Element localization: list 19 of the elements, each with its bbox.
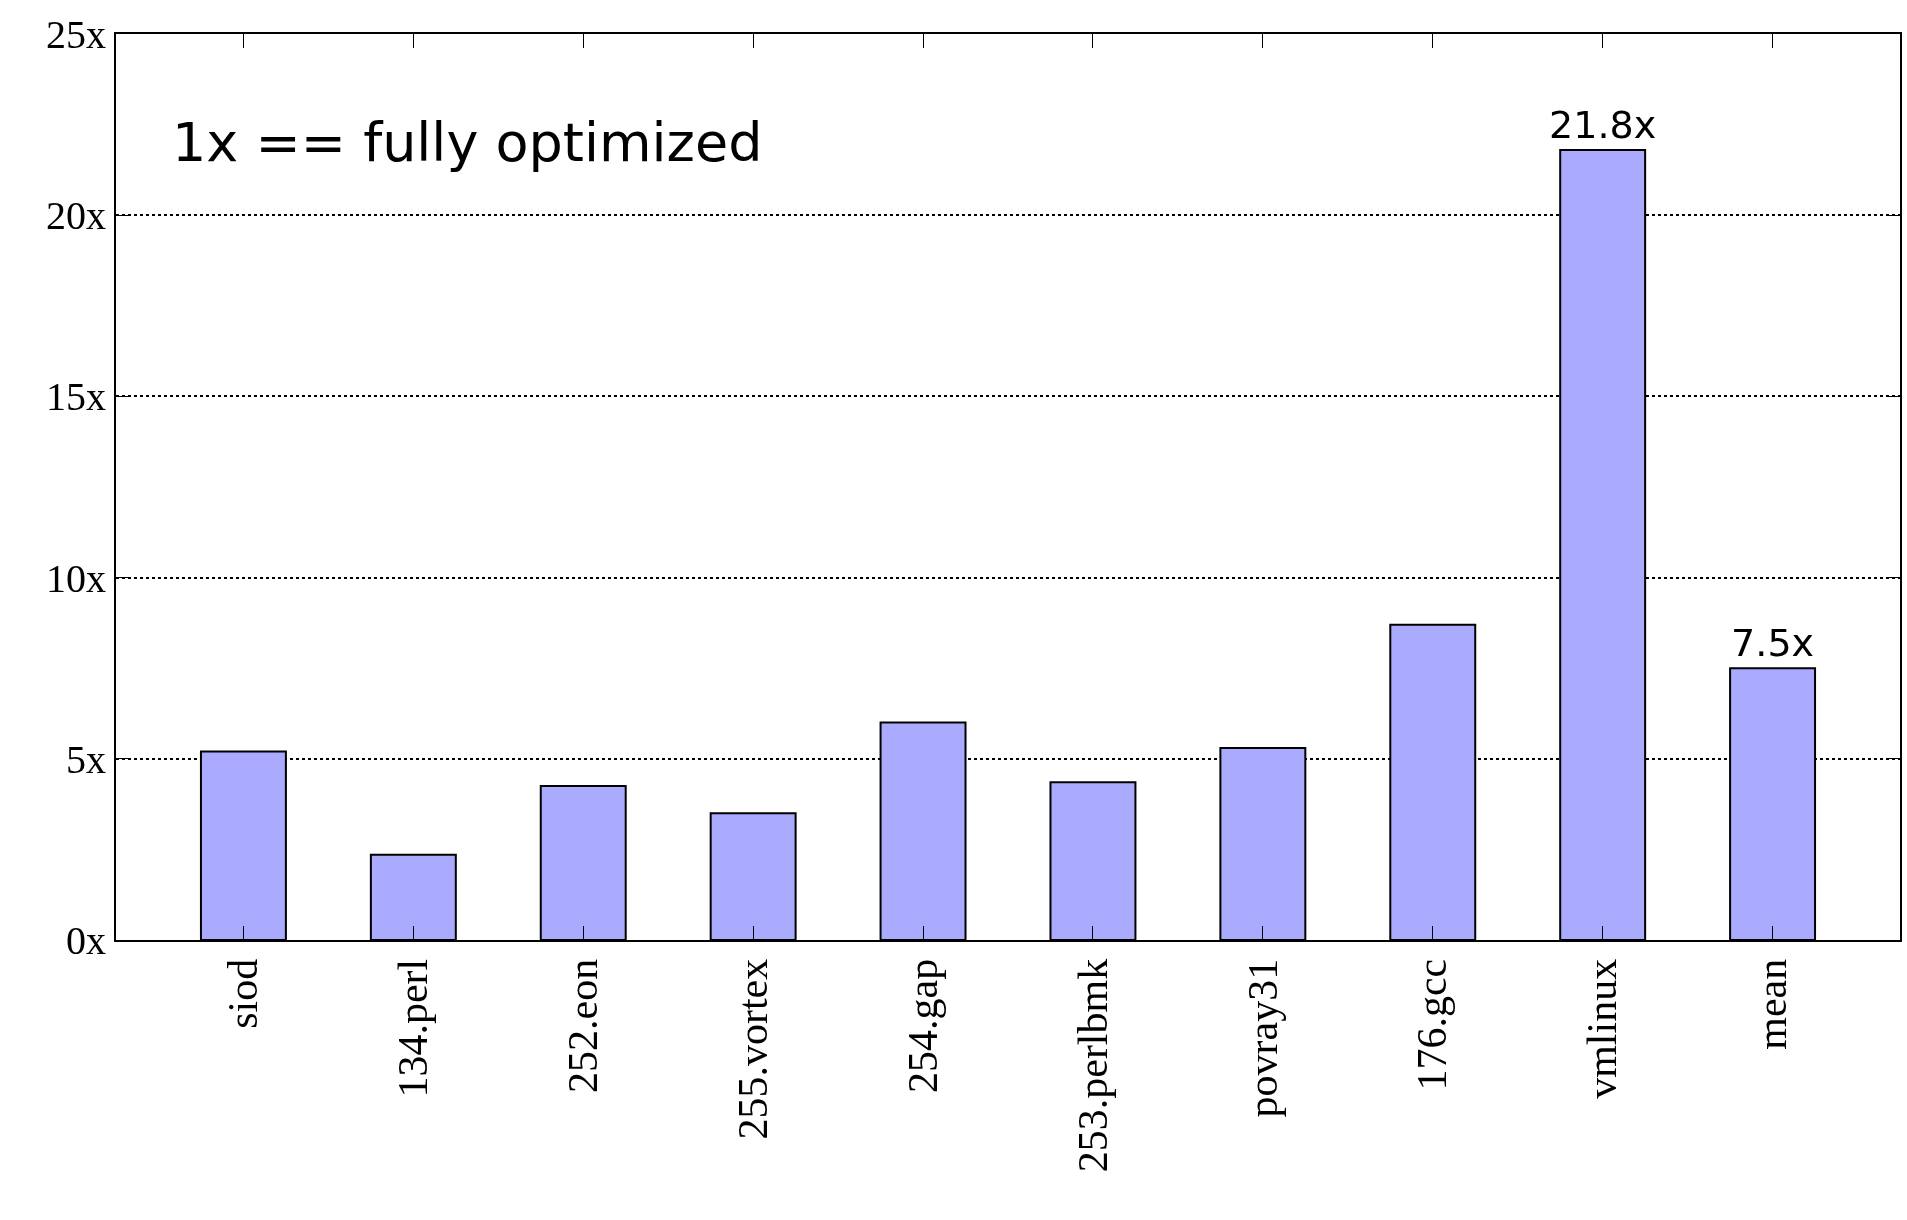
- x-tick-label: 134.perl: [389, 958, 436, 1098]
- x-tick-label: mean: [1749, 958, 1796, 1050]
- x-tick-label: vmlinux: [1579, 958, 1626, 1099]
- x-tick-label: siod: [220, 958, 267, 1029]
- y-tick-label: 0x: [66, 918, 106, 963]
- x-tick-label: 176.gcc: [1409, 958, 1456, 1091]
- x-tick-label: 254.gap: [899, 958, 946, 1093]
- x-tick-label: 252.eon: [559, 958, 606, 1093]
- x-tick-label: povray31: [1239, 958, 1286, 1118]
- annotation: 1x == fully optimized: [172, 111, 763, 174]
- x-tick-label: 255.vortex: [729, 958, 776, 1140]
- y-tick-label: 10x: [46, 555, 106, 601]
- y-tick-label: 5x: [66, 736, 106, 782]
- y-tick-label: 25x: [46, 12, 106, 57]
- data-label: 21.8x: [1549, 102, 1657, 147]
- x-tick-label: 253.perlbmk: [1069, 958, 1116, 1173]
- y-tick-label: 20x: [46, 193, 106, 239]
- data-label: 7.5x: [1731, 621, 1815, 666]
- y-tick-label: 15x: [46, 374, 106, 420]
